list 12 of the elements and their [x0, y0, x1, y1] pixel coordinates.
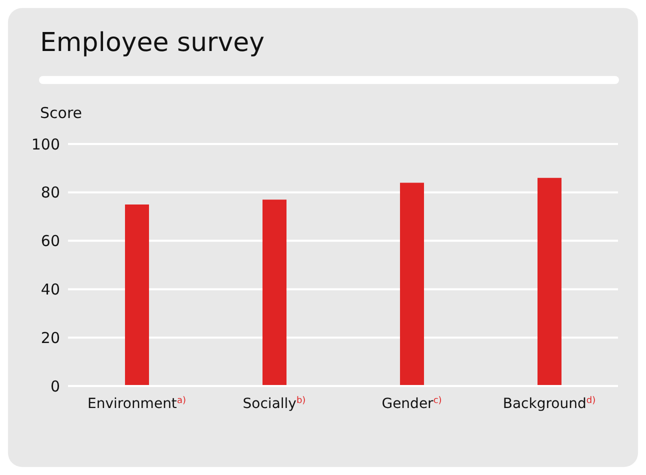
x-tick-label: Gender$^{c)}$ [382, 396, 442, 412]
chart-title: Employee survey [40, 28, 265, 58]
y-tick-label: 40 [40, 280, 60, 299]
y-tick-label: 100 [31, 135, 60, 154]
x-tick-label: Environment$^{a)}$ [88, 396, 186, 412]
y-tick-label: 0 [50, 377, 60, 396]
x-tick-label: Socially$^{b)}$ [242, 396, 306, 412]
x-tick-label: Background$^{d)}$ [502, 396, 596, 412]
y-axis-title: Score [40, 104, 82, 122]
y-tick-label: 60 [40, 232, 60, 250]
y-tick-label: 20 [40, 328, 60, 347]
y-tick-label: 80 [40, 184, 60, 202]
